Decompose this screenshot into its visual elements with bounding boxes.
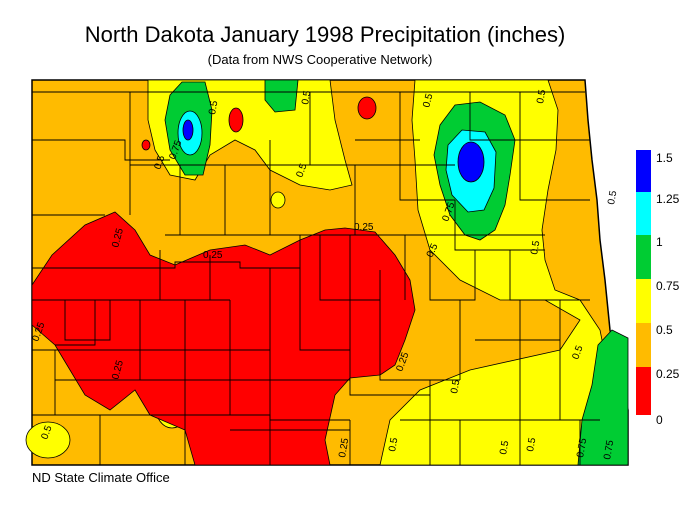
legend-label: 0.25 bbox=[656, 367, 680, 381]
legend-swatch-orange bbox=[636, 323, 651, 367]
contour-label: 0.25 bbox=[110, 359, 126, 381]
legend-label: 0.5 bbox=[656, 323, 673, 337]
contour-labels: 0.5 0.5 0.5 0.5 0.5 0.75 0.5 0.5 0.75 0.… bbox=[30, 88, 619, 460]
yellow-spot-southwest-corner bbox=[25, 421, 71, 459]
map-subtitle: (Data from NWS Cooperative Network) bbox=[207, 52, 433, 67]
contour-label: 0.25 bbox=[110, 227, 126, 249]
contour-label: 0.5 bbox=[300, 89, 313, 105]
legend-label: 0 bbox=[656, 413, 663, 427]
credit-text: ND State Climate Office bbox=[32, 470, 170, 485]
contour-label: 0.5 bbox=[529, 239, 542, 255]
red-spot-northwest bbox=[141, 139, 151, 151]
contour-label: 0.75 bbox=[602, 439, 616, 461]
contour-label: 0.5 bbox=[606, 189, 619, 205]
red-spot-north-2 bbox=[357, 96, 377, 120]
blue-spot-northeast bbox=[457, 141, 485, 183]
contour-label: 0.5 bbox=[449, 378, 462, 394]
contour-label: 0.5 bbox=[39, 424, 54, 441]
legend-swatch-blue bbox=[636, 150, 651, 192]
legend-label: 1 bbox=[656, 235, 663, 249]
contour-label: 0.25 bbox=[354, 222, 374, 233]
red-spot-north-1 bbox=[228, 107, 244, 133]
legend-label: 1.25 bbox=[656, 192, 680, 206]
contour-label: 0.25 bbox=[337, 437, 351, 459]
yellow-spot-central bbox=[270, 191, 286, 209]
contour-label: 0.5 bbox=[570, 344, 585, 361]
contour-label: 0.5 bbox=[421, 92, 435, 109]
map-title: North Dakota January 1998 Precipitation … bbox=[84, 22, 566, 47]
contour-label: 0.25 bbox=[203, 250, 223, 261]
contour-label: 0.5 bbox=[525, 436, 538, 452]
legend-label: 0.75 bbox=[656, 279, 680, 293]
contour-label: 0.75 bbox=[575, 437, 589, 459]
legend-label: 1.5 bbox=[656, 151, 673, 165]
contour-label: 0.5 bbox=[387, 436, 400, 452]
county-boundaries bbox=[32, 91, 600, 465]
legend-swatch-green bbox=[636, 235, 651, 279]
legend-swatch-cyan bbox=[636, 192, 651, 235]
red-region-southwest bbox=[31, 211, 416, 466]
contour-label: 0.5 bbox=[535, 88, 548, 104]
legend-swatch-red bbox=[636, 367, 651, 415]
blue-spot-north bbox=[182, 119, 194, 141]
legend-swatch-yellow bbox=[636, 279, 651, 323]
contour-label: 0.5 bbox=[294, 162, 309, 179]
contour-label: 0.5 bbox=[425, 242, 441, 260]
contour-label: 0.5 bbox=[498, 439, 511, 455]
green-spot-border bbox=[264, 79, 299, 113]
green-region-southeast bbox=[577, 329, 629, 466]
contour-label: 0.5 bbox=[207, 99, 220, 115]
contour-label: 0.5 bbox=[152, 154, 167, 171]
